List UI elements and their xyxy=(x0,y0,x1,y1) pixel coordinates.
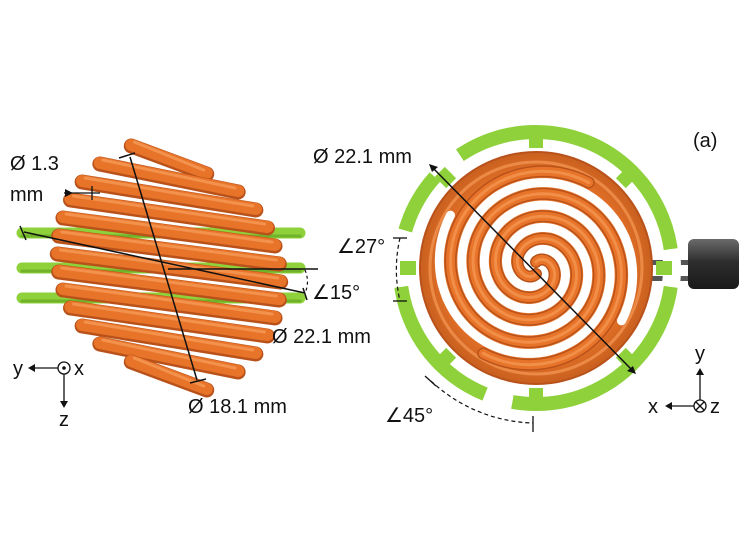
top-axis-x-label: x xyxy=(648,396,658,418)
side-coil-turn xyxy=(93,157,245,197)
side-coil-turn xyxy=(52,229,286,269)
side-coil-turn xyxy=(93,337,245,377)
side-axis-z-label: z xyxy=(59,409,69,431)
outer-diameter-line xyxy=(23,231,306,294)
ring-frame-gap xyxy=(391,228,414,289)
top-axis-y-label: y xyxy=(695,343,705,365)
side-coil-turn-highlight xyxy=(60,266,278,298)
side-outer-diameter-label: Ø 22.1 mm xyxy=(272,326,371,348)
side-coil-turn xyxy=(56,283,282,323)
side-coil-turn xyxy=(64,193,274,233)
wire-diameter-arrow xyxy=(65,189,73,197)
green-ring-frame xyxy=(391,125,681,411)
side-axis-x-label: x xyxy=(74,358,84,380)
panel-label: (a) xyxy=(693,130,717,152)
side-coil-turn-highlight xyxy=(71,302,267,334)
side-view-coil: Ø 1.3 mm ∠15° Ø 22.1 mm Ø 18.1 mm y x z xyxy=(10,138,371,431)
side-coil-turn-highlight xyxy=(64,284,274,316)
side-axes: y x z xyxy=(13,358,84,431)
side-coil-turn-highlight xyxy=(132,140,206,172)
side-axis-y-label: y xyxy=(13,358,23,380)
inner-diameter-line xyxy=(129,156,198,381)
angle-45-arc xyxy=(430,380,534,424)
inner-diameter-tick-a xyxy=(118,152,136,159)
spiral-arm-highlight xyxy=(449,169,601,344)
outer-diameter-tick-b xyxy=(302,287,308,301)
side-coil-turn xyxy=(125,355,213,395)
spiral-gap xyxy=(434,200,615,358)
side-coil-turn xyxy=(56,211,282,251)
angle-45-label: ∠45° xyxy=(385,405,433,427)
side-coil-turn-highlight xyxy=(101,158,237,190)
side-coil-turn-highlight xyxy=(83,320,255,352)
ring-frame-tab xyxy=(434,166,457,189)
ring-frame-tab xyxy=(615,347,638,370)
side-coil-turn xyxy=(76,319,262,359)
ring-frame-gap xyxy=(428,147,466,184)
top-diameter-line xyxy=(430,165,635,373)
angle-27-arc xyxy=(395,237,401,302)
tilt-angle-label: ∠15° xyxy=(312,282,360,304)
ring-frame-tab xyxy=(434,347,457,370)
angle-27-label: ∠27° xyxy=(337,236,385,258)
tilt-angle-arc xyxy=(304,269,309,294)
side-coil-turn xyxy=(76,175,262,215)
top-view-coil: Ø 22.1 mm ∠27° ∠45° (a) x y z xyxy=(313,125,739,432)
spiral-gap xyxy=(457,178,638,336)
outer-diameter-tick-a xyxy=(19,225,27,241)
side-coil-turn-highlight xyxy=(101,338,237,370)
inner-diameter-label: Ø 18.1 mm xyxy=(188,396,287,418)
side-coil-turn-highlight xyxy=(60,230,278,262)
side-coil-turns xyxy=(49,138,289,398)
side-coil-turn-highlight xyxy=(64,212,274,244)
wire-diameter-unit-label: mm xyxy=(10,184,43,206)
inner-diameter-tick-b xyxy=(189,378,207,384)
top-diameter-label: Ø 22.1 mm xyxy=(313,146,412,168)
side-coil-turn xyxy=(125,139,213,179)
ring-frame-tab xyxy=(615,166,638,189)
ring-frame-gap xyxy=(481,385,515,411)
top-axis-z-label: z xyxy=(710,396,720,418)
top-axes: x y z xyxy=(648,343,720,418)
side-coil-turn-highlight xyxy=(71,194,267,226)
side-coil-turn xyxy=(64,301,274,341)
side-coil-turn-highlight xyxy=(83,176,255,208)
side-coil-turn-highlight xyxy=(132,356,206,388)
wire-diameter-label: Ø 1.3 xyxy=(10,153,59,175)
side-coil-turn xyxy=(51,247,287,287)
